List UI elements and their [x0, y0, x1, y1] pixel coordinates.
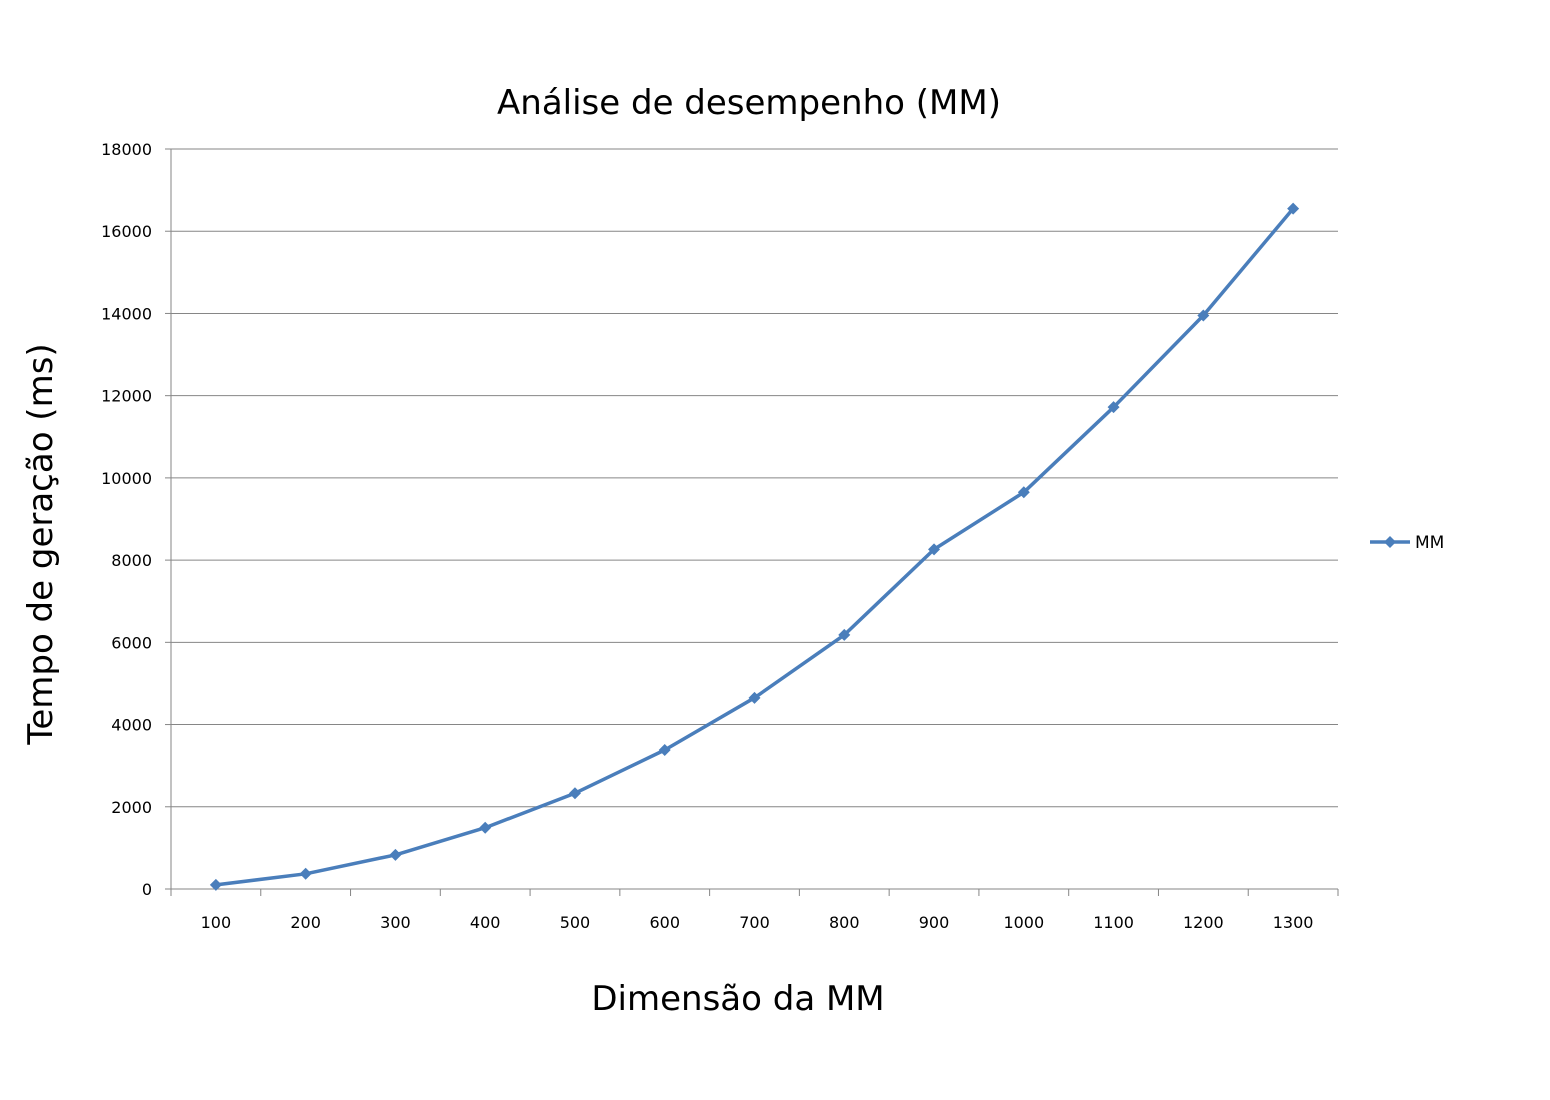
data-point: [838, 628, 851, 641]
y-axis-ticks: 0 2000 4000 6000 8000 10000 12000 14000 16000 180…: [101, 140, 171, 899]
x-tick-label: 300: [380, 913, 411, 932]
x-tick-label: 700: [739, 913, 770, 932]
legend-label-mm: MM: [1415, 533, 1444, 553]
x-tick-label: 1300: [1273, 913, 1314, 932]
x-tick-label: 1200: [1183, 913, 1224, 932]
series-layer: [209, 202, 1300, 891]
y-tick-label: 8000: [111, 551, 152, 570]
y-tick-label: 0: [142, 880, 152, 899]
y-tick-label: 6000: [111, 633, 152, 652]
y-tick-label: 12000: [101, 387, 152, 406]
data-point: [1107, 401, 1120, 414]
y-tick-label: 14000: [101, 304, 152, 323]
x-tick-label: 900: [919, 913, 950, 932]
x-axis: 100 200 300 400 500 600 700 800 900 1000 1100 1200 1…: [170, 149, 1339, 932]
x-tick-label: 600: [649, 913, 680, 932]
x-tick-label: 500: [560, 913, 591, 932]
legend-marker: [1384, 536, 1396, 548]
y-tick-label: 10000: [101, 469, 152, 488]
y-tick-label: 4000: [111, 716, 152, 735]
legend: MM: [1370, 533, 1444, 553]
chart-title: Análise de desempenho (MM): [497, 83, 1001, 123]
x-tick-label: 800: [829, 913, 860, 932]
data-point: [1197, 309, 1210, 322]
x-tick-label: 400: [470, 913, 501, 932]
data-point: [928, 543, 941, 556]
x-tick-label: 1100: [1093, 913, 1134, 932]
data-point: [568, 787, 581, 800]
x-tick-label: 1000: [1003, 913, 1044, 932]
data-point: [748, 691, 761, 704]
data-point: [1017, 486, 1030, 499]
series-line-mm: [215, 207, 1295, 887]
data-point: [299, 867, 312, 880]
data-point: [479, 821, 492, 834]
data-point: [1287, 202, 1300, 215]
gridlines: [171, 148, 1338, 890]
x-tick-label: 200: [290, 913, 321, 932]
x-axis-title: Dimensão da MM: [591, 979, 884, 1019]
y-axis-title: Tempo de geração (ms): [21, 343, 61, 745]
y-tick-label: 2000: [111, 798, 152, 817]
y-tick-label: 18000: [101, 140, 152, 159]
data-point: [209, 878, 222, 891]
data-point: [389, 848, 402, 861]
x-tick-label: 100: [201, 913, 232, 932]
data-point: [658, 744, 671, 757]
y-tick-label: 16000: [101, 222, 152, 241]
